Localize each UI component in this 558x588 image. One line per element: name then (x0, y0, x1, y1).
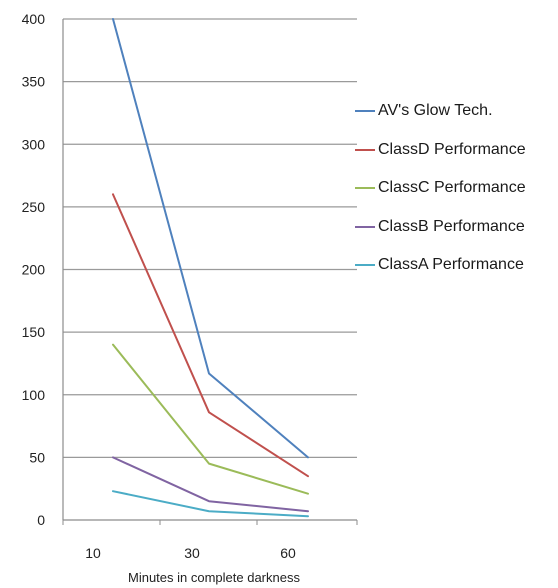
series-line (112, 193, 309, 478)
legend-item: AV's Glow Tech. (355, 92, 555, 131)
series-line (112, 343, 309, 495)
y-tick-label: 150 (22, 324, 46, 340)
legend-label: ClassB Performance (378, 217, 525, 235)
x-axis-title: Minutes in complete darkness (128, 570, 300, 585)
y-tick-label: 250 (22, 199, 46, 215)
series-line (112, 490, 309, 518)
y-tick-label: 300 (22, 136, 46, 152)
series-line (112, 18, 309, 459)
legend-label: ClassC Performance (378, 179, 526, 197)
legend: AV's Glow Tech. ClassD Performance Class… (355, 92, 555, 285)
y-tick-label: 50 (29, 449, 45, 465)
legend-swatch (355, 225, 375, 228)
legend-label: ClassA Performance (378, 256, 524, 274)
y-tick-label: 200 (22, 262, 46, 278)
y-tick-label: 100 (22, 387, 46, 403)
legend-swatch (355, 264, 375, 267)
legend-swatch (355, 110, 375, 113)
series-line (112, 456, 309, 513)
x-tick-label: 10 (85, 545, 101, 561)
legend-item: ClassD Performance (355, 131, 555, 170)
legend-item: ClassC Performance (355, 169, 555, 208)
legend-item: ClassB Performance (355, 208, 555, 247)
x-tick-label: 30 (184, 545, 200, 561)
y-tick-label: 0 (37, 512, 45, 528)
legend-label: AV's Glow Tech. (378, 102, 493, 120)
legend-label: ClassD Performance (378, 140, 526, 158)
x-tick-label: 60 (280, 545, 296, 561)
legend-swatch (355, 148, 375, 151)
y-tick-label: 400 (22, 11, 46, 27)
y-tick-label: 350 (22, 74, 46, 90)
legend-swatch (355, 187, 375, 190)
legend-item: ClassA Performance (355, 246, 555, 285)
